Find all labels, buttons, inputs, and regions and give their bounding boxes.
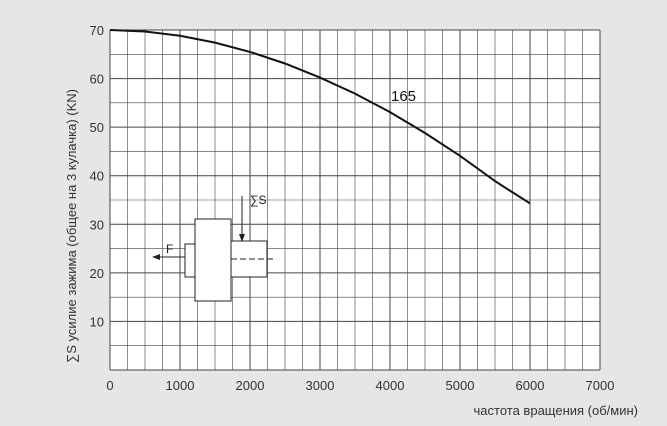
grid [109,29,601,371]
x-tick-label: 2000 [236,378,265,393]
chuck-sketch [152,196,275,302]
y-tick-label: 70 [90,23,104,38]
force-label: F [166,242,173,256]
y-axis-title: ∑S усилие зажима (общее на 3 кулачка) (K… [64,89,79,363]
x-tick-label: 7000 [586,378,615,393]
chuck-body [194,218,232,302]
y-tick-label: 20 [90,266,104,281]
y-tick-label: 60 [90,72,104,87]
x-tick-label: 0 [106,378,113,393]
y-tick-label: 30 [90,217,104,232]
x-axis-title: частота вращения (об/мин) [474,403,638,418]
y-tick-label: 40 [90,169,104,184]
x-tick-label: 4000 [376,378,405,393]
curve-label: 165 [391,88,416,105]
tick-labels: 0 1000 2000 3000 4000 5000 6000 7000 10 20 30 40 50 6… [90,23,615,393]
x-tick-label: 6000 [516,378,545,393]
sum-arrow-head [239,234,245,242]
y-tick-label: 50 [90,120,104,135]
curve-165 [109,29,531,205]
chuck-flange [184,243,196,278]
x-tick-label: 5000 [446,378,475,393]
y-tick-label: 10 [90,314,104,329]
force-arrow-head [152,254,160,260]
sum-force-label: ∑S [250,193,267,207]
x-tick-label: 3000 [306,378,335,393]
x-tick-label: 1000 [166,378,195,393]
